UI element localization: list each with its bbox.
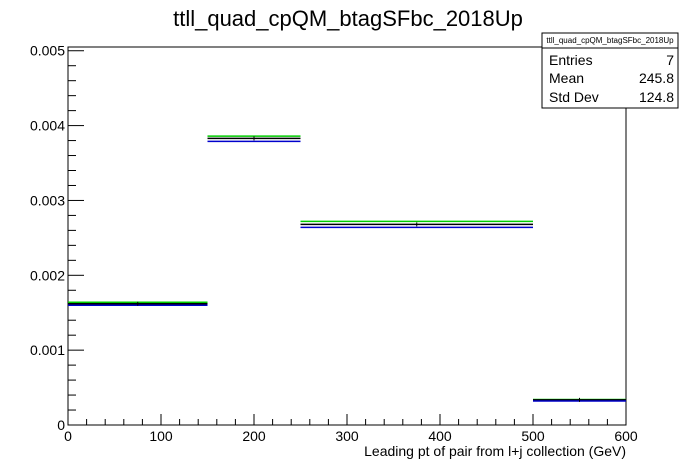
stats-entries-value: 7 [666, 52, 674, 68]
y-axis: 0 0.001 0.002 0.003 0.004 0.005 [30, 43, 84, 433]
x-axis: 0 100 200 300 400 500 600 [64, 414, 638, 444]
x-tick-label: 400 [428, 428, 452, 444]
x-axis-title: Leading pt of pair from l+j collection (… [364, 443, 626, 459]
stats-entries-label: Entries [549, 52, 593, 68]
stats-stddev-value: 124.8 [639, 89, 674, 105]
y-tick-label: 0.001 [30, 342, 65, 358]
x-tick-label: 300 [335, 428, 359, 444]
stats-mean-value: 245.8 [639, 70, 674, 86]
stats-box-title: ttll_quad_cpQM_btagSFbc_2018Up [546, 36, 674, 45]
x-tick-label: 0 [64, 428, 72, 444]
y-tick-label: 0.002 [30, 267, 65, 283]
stats-box-frame [541, 32, 679, 109]
x-tick-label: 100 [149, 428, 173, 444]
y-tick-label: 0.003 [30, 192, 65, 208]
chart-title: ttll_quad_cpQM_btagSFbc_2018Up [173, 6, 523, 31]
x-tick-label: 600 [614, 428, 638, 444]
y-tick-label: 0 [57, 417, 65, 433]
stats-box: ttll_quad_cpQM_btagSFbc_2018Up Entries 7… [541, 32, 679, 109]
x-tick-label: 200 [242, 428, 266, 444]
stats-mean-label: Mean [549, 70, 584, 86]
y-tick-label: 0.005 [30, 43, 65, 59]
x-tick-label: 500 [521, 428, 545, 444]
stats-stddev-label: Std Dev [549, 89, 599, 105]
y-tick-label: 0.004 [30, 118, 65, 134]
histogram-bars [68, 135, 626, 402]
